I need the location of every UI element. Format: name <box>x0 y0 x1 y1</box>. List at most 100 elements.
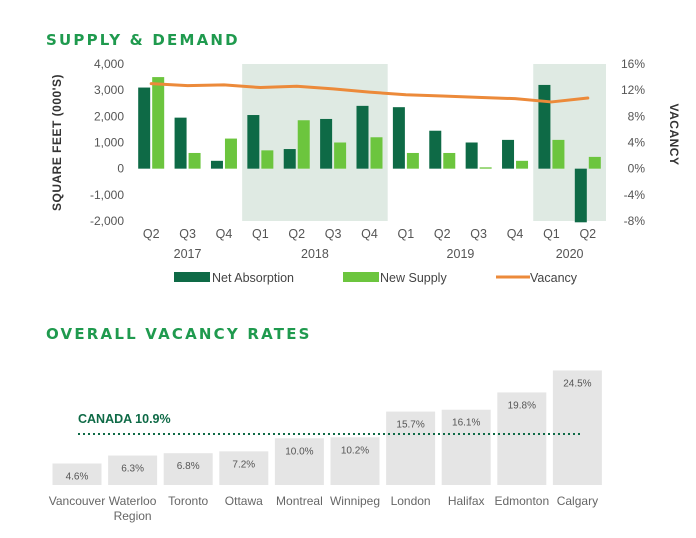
city-label: Winnipeg <box>330 494 380 508</box>
vacancy-rate-bar <box>386 411 436 485</box>
y2-axis-title: VACANCY <box>667 104 681 166</box>
vacancy-rate-value-label: 4.6% <box>66 471 89 482</box>
vacancy-rate-value-label: 6.8% <box>177 461 200 472</box>
y-tick-label: 2,000 <box>94 109 124 123</box>
x-year-label: 2019 <box>447 247 475 261</box>
vacancy-rate-bar <box>441 409 491 485</box>
net-absorption-bar <box>574 168 587 223</box>
y2-tick-label: 8% <box>628 109 646 123</box>
net-absorption-bar <box>502 139 515 169</box>
y-tick-label: 3,000 <box>94 83 124 97</box>
x-category-label: Q1 <box>252 227 269 241</box>
net-absorption-bar <box>174 117 187 169</box>
x-category-label: Q1 <box>398 227 415 241</box>
city-label: Ottawa <box>225 494 263 508</box>
y2-tick-label: -8% <box>624 214 646 228</box>
net-absorption-bar <box>247 115 260 169</box>
y2-tick-label: 16% <box>621 57 645 71</box>
city-label: Waterloo <box>109 494 157 508</box>
new-supply-bar <box>370 137 383 169</box>
vacancy-rate-bar <box>330 437 380 485</box>
net-absorption-bar <box>538 84 551 169</box>
vacancy-rate-value-label: 6.3% <box>121 464 144 475</box>
y-tick-label: -1,000 <box>90 188 124 202</box>
y-tick-label: -2,000 <box>90 214 124 228</box>
x-year-label: 2018 <box>301 247 329 261</box>
city-label: Halifax <box>448 494 485 508</box>
vacancy-rate-bar <box>552 370 602 485</box>
vacancy-rate-value-label: 10.2% <box>341 445 369 456</box>
x-category-label: Q2 <box>288 227 305 241</box>
city-label: Edmonton <box>494 494 549 508</box>
y2-tick-label: 4% <box>628 136 646 150</box>
vacancy-rate-bar <box>274 438 324 485</box>
net-absorption-bar <box>283 149 296 169</box>
x-category-label: Q4 <box>216 227 233 241</box>
x-category-label: Q2 <box>143 227 160 241</box>
new-supply-bar <box>406 152 419 169</box>
vacancy-line <box>149 82 590 104</box>
new-supply-bar <box>552 139 565 169</box>
net-absorption-bar <box>320 118 333 169</box>
legend-label-vacancy: Vacancy <box>530 271 578 285</box>
x-category-label: Q4 <box>361 227 378 241</box>
city-label: Calgary <box>557 494 598 508</box>
city-label: Montreal <box>276 494 323 508</box>
new-supply-bar <box>516 160 529 169</box>
legend-swatch-net-absorption <box>174 272 210 282</box>
vacancy-rate-value-label: 7.2% <box>232 459 255 470</box>
new-supply-bar <box>443 152 456 169</box>
vacancy-rate-value-label: 24.5% <box>563 378 591 389</box>
x-category-label: Q3 <box>470 227 487 241</box>
city-label: Region <box>114 509 152 523</box>
vacancy-rate-bar <box>219 451 269 485</box>
x-category-label: Q3 <box>179 227 196 241</box>
vacancy-rate-value-label: 19.8% <box>508 400 536 411</box>
y-axis-title: SQUARE FEET (000'S) <box>50 74 64 211</box>
new-supply-bar <box>261 150 274 169</box>
net-absorption-bar <box>429 130 442 169</box>
y2-tick-label: 12% <box>621 83 645 97</box>
legend-label-net-absorption: Net Absorption <box>212 271 294 285</box>
city-label: London <box>391 494 431 508</box>
new-supply-bar <box>588 156 601 169</box>
x-category-label: Q2 <box>579 227 596 241</box>
vacancy-rate-value-label: 16.1% <box>452 418 480 429</box>
vacancy-rate-bar <box>52 463 102 485</box>
canada-reference-label: CANADA 10.9% <box>78 412 171 426</box>
x-category-label: Q3 <box>325 227 342 241</box>
city-label: Toronto <box>168 494 208 508</box>
new-supply-bar <box>188 152 201 169</box>
y2-tick-label: -4% <box>624 188 646 202</box>
x-category-label: Q1 <box>543 227 560 241</box>
vacancy-rate-bar <box>497 392 547 485</box>
city-label: Vancouver <box>49 494 105 508</box>
vacancy-rate-bar <box>108 455 158 485</box>
vacancy-rates-title: OVERALL VACANCY RATES <box>46 325 312 343</box>
x-year-label: 2017 <box>174 247 202 261</box>
legend-swatch-new-supply <box>343 272 379 282</box>
y-tick-label: 4,000 <box>94 57 124 71</box>
x-category-label: Q4 <box>507 227 524 241</box>
x-category-label: Q2 <box>434 227 451 241</box>
net-absorption-bar <box>138 87 151 169</box>
legend-label-new-supply: New Supply <box>380 271 447 285</box>
new-supply-bar <box>334 142 347 169</box>
supply-demand-chart: -2,000 -1,000 0 1,000 2,000 3,000 4,000 -8% -4% 0… <box>50 57 681 285</box>
vacancy-rate-value-label: 15.7% <box>396 420 424 431</box>
supply-demand-title: SUPPLY & DEMAND <box>46 31 240 49</box>
net-absorption-bar <box>465 142 478 169</box>
net-absorption-bar <box>392 107 405 169</box>
y2-tick-label: 0% <box>628 162 646 176</box>
x-year-label: 2020 <box>556 247 584 261</box>
new-supply-bar <box>297 120 310 169</box>
vacancy-rate-value-label: 10.0% <box>285 446 313 457</box>
net-absorption-bar <box>210 160 223 169</box>
new-supply-bar <box>224 138 237 169</box>
net-absorption-bar <box>356 105 369 169</box>
new-supply-bar <box>152 77 165 169</box>
vacancy-rate-bar <box>163 453 213 485</box>
y-tick-label: 0 <box>117 162 124 176</box>
new-supply-bar <box>479 167 492 169</box>
